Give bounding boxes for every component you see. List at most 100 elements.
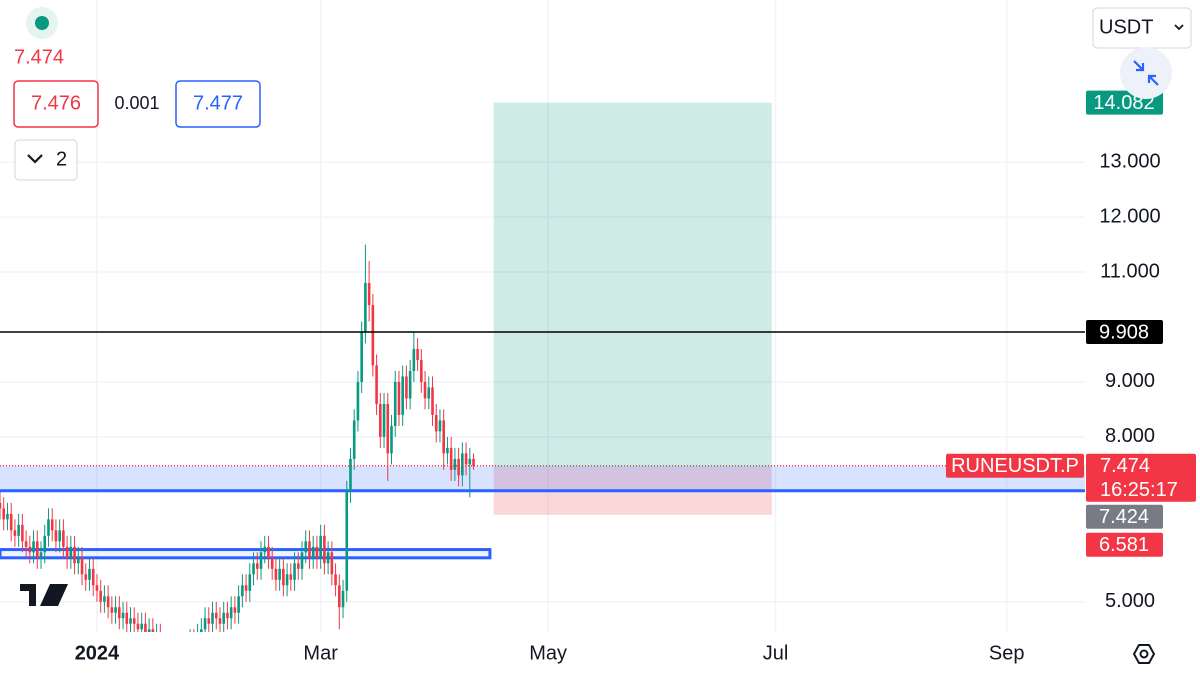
candle-body (296, 563, 300, 569)
status-dot (35, 16, 49, 30)
candle-body (174, 651, 177, 656)
candle-body (159, 635, 162, 646)
candle-body (62, 530, 65, 547)
toolbar: 7.474 7.476 0.001 7.477 2 USDT (13, 7, 1192, 664)
candle-body (341, 590, 345, 608)
settings-icon[interactable] (1132, 644, 1156, 664)
indicator-count[interactable]: 2 (56, 148, 67, 170)
candle-body (274, 568, 278, 580)
candle-body (285, 574, 289, 586)
candle-body (69, 546, 73, 558)
indicators-toggle[interactable] (14, 139, 78, 181)
x-tick-label: Sep (989, 642, 1025, 664)
candle-body (472, 458, 475, 466)
candle-body (84, 574, 88, 580)
candle-body (132, 618, 136, 624)
candle-body (427, 387, 431, 399)
candle-body (21, 524, 24, 542)
candle-body (334, 574, 337, 586)
candle-body (237, 596, 240, 613)
candle-body (140, 623, 143, 630)
candle-body (252, 563, 255, 575)
candle-body (121, 612, 125, 619)
profit-zone (493, 102, 772, 469)
candle-body (88, 568, 91, 580)
candle-body (323, 535, 326, 564)
price-badge: 7.474 (1100, 455, 1150, 477)
candle-body (337, 585, 341, 608)
last-price: 7.474 (14, 46, 64, 68)
candle-body (468, 458, 472, 465)
candle-body (461, 453, 464, 476)
candle-body (431, 387, 434, 415)
candle-body (229, 607, 233, 619)
collapse-icon (1133, 60, 1159, 86)
candle-body (446, 447, 449, 454)
x-tick-label: Mar (303, 642, 338, 664)
candle-body (207, 618, 211, 624)
candle-body (211, 612, 214, 624)
level-badge-bg (1086, 320, 1163, 345)
spread: 0.001 (114, 93, 159, 113)
candle-body (76, 557, 80, 564)
candle-body (214, 612, 218, 619)
stop-badge-bg (1086, 532, 1163, 557)
candle-body (379, 403, 382, 437)
settings-icon-center (1139, 649, 1149, 659)
candle-body (35, 541, 39, 558)
x-tick-label: May (529, 642, 567, 664)
candle-body (99, 590, 102, 602)
candle-body (13, 530, 17, 536)
y-tick-label: 8.000 (1105, 425, 1155, 447)
candle-body (17, 524, 20, 536)
entry-badge-bg (1086, 504, 1163, 529)
candle-body (457, 458, 460, 476)
candle-body (200, 629, 203, 632)
candle-body (58, 530, 61, 542)
candle-body (54, 530, 58, 542)
symbol-badge-bg (946, 453, 1084, 478)
candle-body (356, 381, 360, 421)
candle-body (178, 646, 181, 651)
candle-body (196, 635, 199, 646)
candle-body (0, 502, 2, 509)
candle-body (311, 546, 315, 558)
plot-area (0, 102, 1085, 656)
candle-body (166, 646, 169, 651)
y-tick-label: 9.000 (1105, 370, 1155, 392)
candle-body (319, 535, 322, 558)
zone (0, 548, 492, 560)
candle-body (114, 607, 117, 613)
candle-body (293, 563, 296, 580)
candle-body (352, 420, 356, 459)
grid (0, 0, 1085, 632)
axes: 5.000 8.000 9.000 11.000 12.000 13.000 2024 Mar… (75, 90, 1196, 664)
candle-body (222, 612, 226, 624)
candle-body (405, 376, 408, 399)
candle-body (270, 557, 274, 569)
candle-body (118, 607, 121, 619)
candle-body (248, 574, 252, 591)
collapse-button[interactable] (1120, 47, 1172, 99)
candle-body (393, 381, 397, 426)
sell-button[interactable] (13, 80, 99, 128)
candle-body (50, 519, 54, 531)
candle-body (408, 370, 412, 399)
candle-body (125, 612, 129, 624)
candle-body (390, 425, 393, 454)
candle-body (401, 376, 404, 415)
candle-body (464, 453, 468, 465)
candle-body (434, 414, 438, 432)
candle-body (189, 640, 192, 651)
candle-body (326, 552, 330, 564)
candle-body (412, 348, 416, 371)
buy-button[interactable] (175, 80, 261, 128)
ask-price[interactable]: 7.477 (193, 92, 243, 114)
bid-price[interactable]: 7.476 (31, 92, 81, 114)
currency[interactable]: USDT (1099, 16, 1153, 38)
candle-body (367, 283, 371, 306)
candle-body (47, 519, 50, 536)
symbol-badge: RUNEUSDT.P (951, 455, 1079, 477)
candle-body (349, 458, 352, 492)
